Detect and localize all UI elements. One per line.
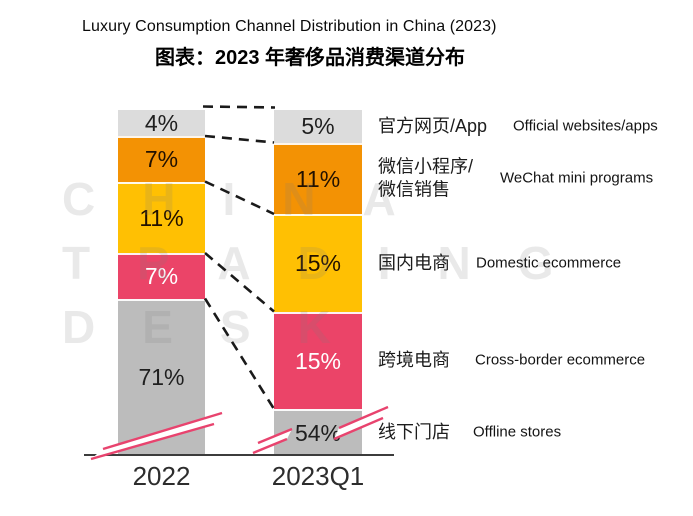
segment-value-label: 15% [294,347,342,374]
segment-value-label: 7% [144,146,179,173]
segment-value-label: 11% [295,165,341,192]
segment-value-label: 11% [139,204,184,231]
bar-segment: 7% [118,136,205,182]
channel-label-english: Cross-border ecommerce [475,351,646,369]
segment-value-label: 7% [144,263,179,290]
x-axis-line [84,454,394,457]
bar-segment: 11% [274,142,362,214]
x-axis-label: 2023Q1 [271,461,365,491]
channel-label-english: WeChat mini programs [500,169,654,187]
channel-label-chinese: 跨境电商 [378,350,450,370]
channel-label-chinese: 官方网页/App [378,116,488,136]
channel-label-chinese: 国内电商 [378,252,450,273]
chart-title-chinese: 图表：2023 年奢侈品消费渠道分布 [155,47,466,69]
channel-label-english: Domestic ecommerce [476,254,622,272]
channel-label-english: Official websites/apps [513,117,658,135]
chart-title-english: Luxury Consumption Channel Distribution … [82,18,497,35]
bar-segment: 4% [118,110,205,136]
channel-label-chinese: 线下门店 [378,421,450,442]
bar-segment: 7% [118,253,205,299]
bar-segment: 15% [274,311,362,409]
segment-value-label: 15% [294,250,342,277]
channel-label-chinese: 微信小程序/ 微信销售 [378,156,474,200]
bar-segment: 11% [118,181,205,253]
segment-value-label: 4% [144,109,179,136]
bar-segment: 5% [274,110,362,143]
bar-segment: 15% [274,214,362,312]
x-axis-label: 2022 [132,461,191,491]
segment-value-label: 54% [294,419,342,446]
channel-label-english: Offline stores [473,423,562,441]
segment-value-label: 71% [138,364,185,391]
segment-value-label: 5% [301,112,335,139]
